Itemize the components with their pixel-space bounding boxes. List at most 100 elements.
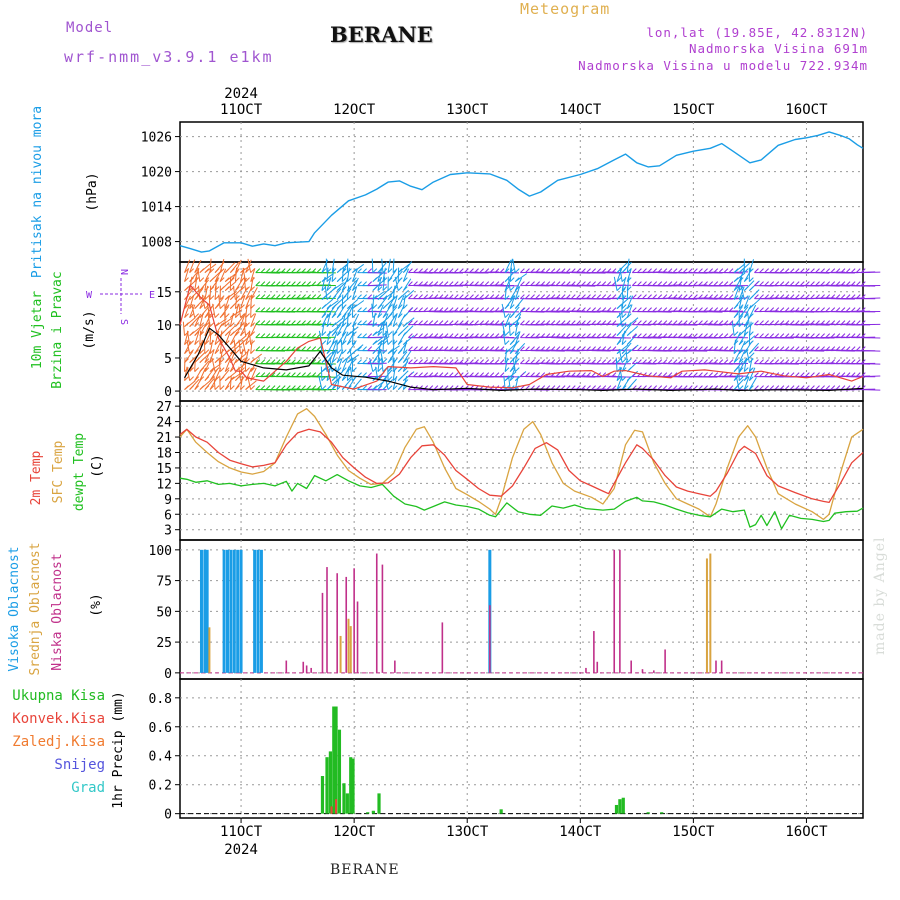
wind-barb-feather [596, 281, 602, 286]
low-cloud-bar [641, 669, 644, 673]
wind-barb-feather [469, 281, 474, 286]
wind-barb [392, 295, 398, 309]
wind-barb-feather [621, 376, 627, 381]
wind-barb-feather [657, 307, 663, 312]
wind-barb-feather [240, 304, 245, 309]
wind-barb-feather [341, 340, 347, 345]
wind-barb-feather [326, 304, 332, 309]
wind-barb-feather [484, 346, 490, 351]
wind-barb-feather [387, 376, 393, 381]
wind-barb [321, 313, 329, 327]
wind-barb-feather [825, 294, 831, 299]
wind-barb-feather [799, 346, 805, 351]
wind-barb-feather [184, 277, 189, 282]
wind-barb-feather [194, 295, 200, 300]
wind-barb-feather [341, 277, 347, 282]
wind-barb-feather [199, 385, 205, 390]
wind-barb-feather [331, 304, 337, 309]
wind-barb-feather [204, 268, 210, 273]
wind-barb-feather [392, 331, 398, 336]
y-tick-label: 1020 [141, 166, 172, 181]
total-rain-bar [349, 757, 353, 814]
bottom-date-label: 12OCT [333, 824, 376, 840]
wind-barb-feather [606, 346, 612, 351]
wind-barb-feather [311, 281, 317, 286]
wind-barb-feather [860, 268, 866, 273]
wind-barb-feather [794, 359, 800, 364]
wind-barb-feather [489, 359, 495, 364]
wind-barb-feather [540, 307, 546, 312]
wind-barb-feather [575, 294, 581, 299]
wind-barb-feather [347, 295, 352, 300]
wind-barb-feather [693, 346, 698, 351]
wind-barb-feather [637, 268, 642, 273]
wind-barb-feather [316, 346, 322, 351]
wind-barb-feather [189, 313, 194, 318]
wind-barb-feather [850, 346, 856, 351]
wind-barb-feather [687, 268, 693, 273]
wind-barb-feather [224, 268, 230, 273]
wind-barb [351, 330, 354, 345]
wind-barb-feather [606, 333, 612, 338]
wind-barb-feather [372, 349, 378, 354]
wind-barb [219, 258, 225, 273]
wind-barb-feather [555, 346, 561, 351]
wind-barb-feather [413, 307, 418, 312]
wind-barb-feather [723, 333, 729, 338]
wind-barb-feather [458, 333, 464, 338]
wind-barb-feather [448, 346, 454, 351]
wind-barb [375, 366, 379, 381]
wind-barb-feather [301, 359, 306, 364]
wind-barb-feather [647, 294, 652, 299]
wind-barb-feather [626, 331, 632, 336]
wind-barb [392, 339, 395, 354]
wind-barb-feather [825, 307, 831, 312]
wind-barb-feather [820, 333, 825, 338]
wind-barb-feather [479, 307, 485, 312]
wind-barb-feather [413, 320, 418, 325]
wind-barb-feather [270, 320, 276, 325]
wind-barb-feather [224, 376, 230, 381]
wind-barb-feather [397, 277, 403, 282]
wind-barb-feather [631, 281, 637, 286]
total-rain-bar [342, 783, 346, 814]
wind-barb [194, 259, 202, 273]
wind-barb-feather [611, 307, 617, 312]
wind-barb-feather [341, 322, 347, 327]
wind-barb-feather [835, 385, 841, 390]
wind-barb-feather [667, 333, 673, 338]
wind-barb-feather [743, 277, 749, 282]
wind-barb-feather [530, 346, 535, 351]
wind-barb-feather [810, 346, 815, 351]
wind-barb-feather [728, 294, 734, 299]
wind-barb-feather [464, 333, 469, 338]
wind-barb-feather [219, 295, 225, 300]
wind-barb-feather [642, 307, 647, 312]
wind-barb-feather [830, 268, 836, 273]
wind-barb-feather [784, 294, 790, 299]
y-tick-label: 6 [164, 508, 172, 523]
precip-legend-item: Zaledj.Kisa [12, 734, 105, 750]
wind-barb [224, 312, 226, 327]
wind-barb-feather [367, 333, 373, 338]
wind-barb [509, 267, 513, 282]
wind-barb-feather [794, 385, 800, 390]
wind-barb-feather [382, 277, 388, 282]
wind-barb-feather [448, 294, 454, 299]
wind-barb-feather [240, 295, 245, 300]
wind-barb [748, 377, 757, 390]
wind-barb-feather [743, 385, 749, 390]
wind-barb-feather [184, 304, 189, 309]
wind-barb [507, 276, 511, 291]
wind-barb-feather [260, 281, 266, 286]
wind-barb-feather [245, 277, 250, 282]
wind-barb-feather [606, 294, 612, 299]
wind-barb [385, 330, 389, 345]
wind-barb-feather [184, 286, 189, 291]
wind-barb-feather [408, 346, 413, 351]
wind-barb-feather [804, 385, 810, 390]
wind-barb-feather [484, 268, 490, 273]
wind-barb-feather [433, 294, 439, 299]
wind-barb-feather [754, 281, 759, 286]
wind-barb-feather [815, 359, 820, 364]
